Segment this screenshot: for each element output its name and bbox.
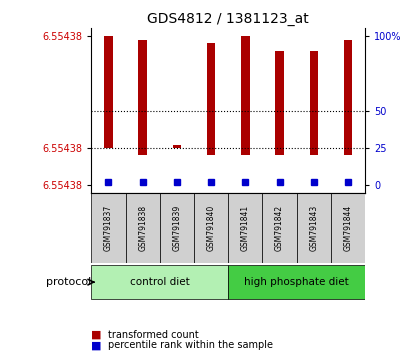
Bar [310,51,318,155]
Text: GSM791843: GSM791843 [309,205,318,251]
FancyBboxPatch shape [263,193,297,263]
Text: GSM791840: GSM791840 [207,205,216,251]
Bar [344,40,352,155]
FancyBboxPatch shape [160,193,194,263]
FancyBboxPatch shape [194,193,228,263]
FancyBboxPatch shape [228,265,365,299]
Bar [241,36,250,155]
FancyBboxPatch shape [126,193,160,263]
Bar [207,43,215,155]
Text: protocol: protocol [46,277,91,287]
Text: transformed count: transformed count [108,330,199,340]
Text: ■: ■ [91,330,102,340]
Text: high phosphate diet: high phosphate diet [244,277,349,287]
Title: GDS4812 / 1381123_at: GDS4812 / 1381123_at [147,12,309,26]
FancyBboxPatch shape [228,193,263,263]
FancyBboxPatch shape [91,265,228,299]
Bar [173,145,181,148]
FancyBboxPatch shape [331,193,365,263]
Text: GSM791842: GSM791842 [275,205,284,251]
Text: GSM791841: GSM791841 [241,205,250,251]
Bar [275,51,284,155]
Text: GSM791844: GSM791844 [344,205,353,251]
Text: GSM791837: GSM791837 [104,205,113,251]
Text: ■: ■ [91,341,102,350]
FancyBboxPatch shape [297,193,331,263]
Text: GSM791838: GSM791838 [138,205,147,251]
FancyBboxPatch shape [91,193,126,263]
Text: control diet: control diet [130,277,190,287]
Text: GSM791839: GSM791839 [172,205,181,251]
Bar [104,36,113,148]
Bar [138,40,147,155]
Text: percentile rank within the sample: percentile rank within the sample [108,341,273,350]
